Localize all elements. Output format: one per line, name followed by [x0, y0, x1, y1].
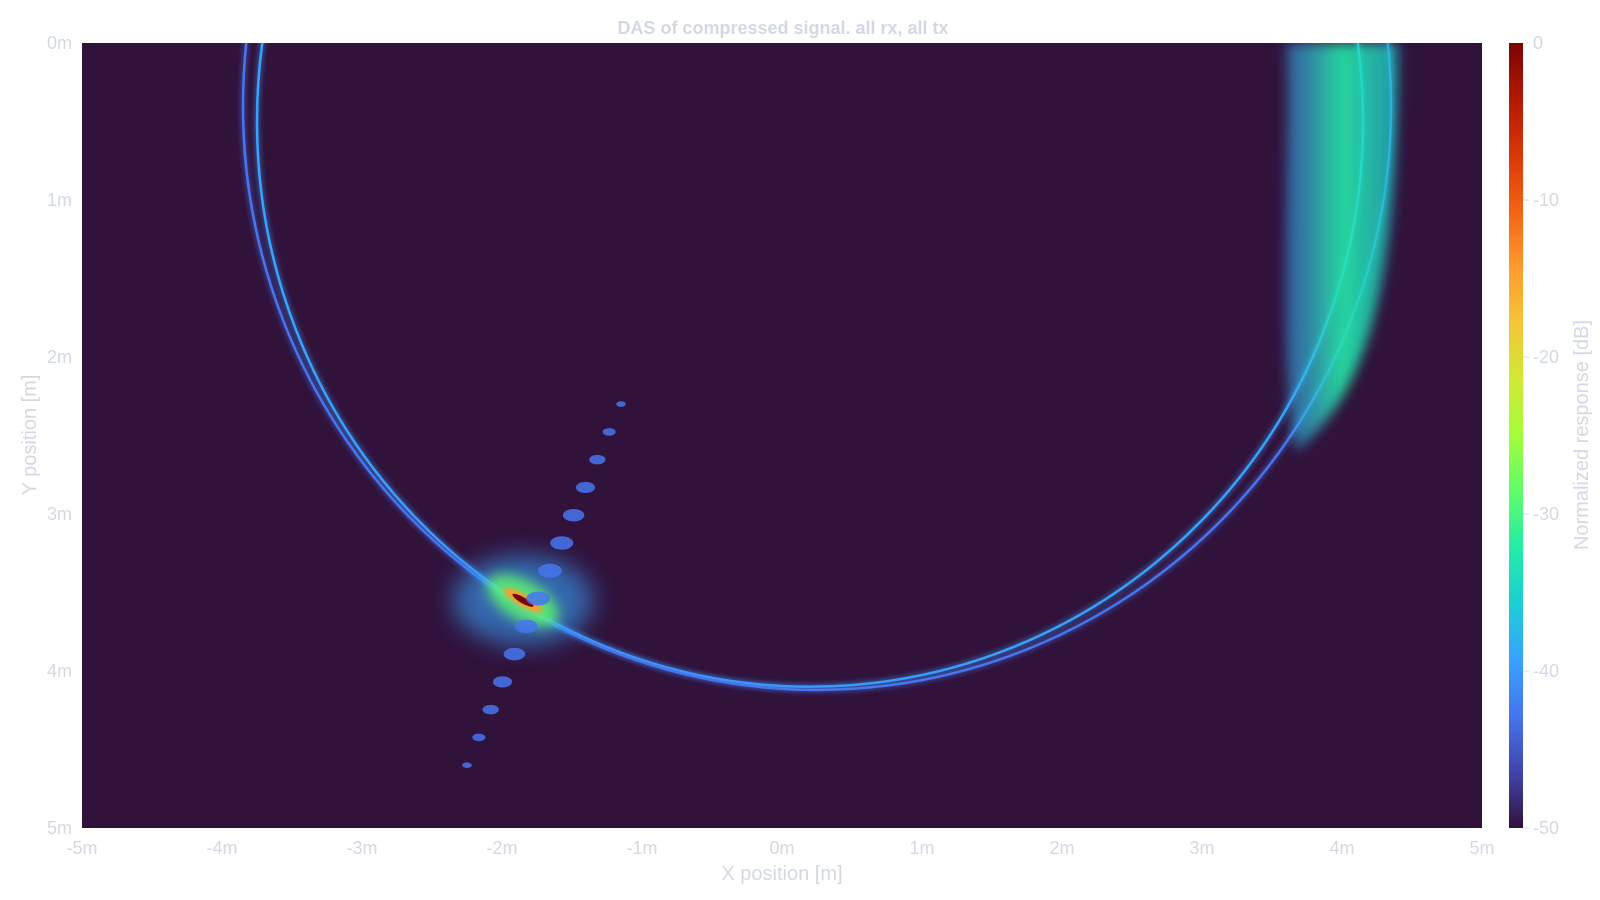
side-lobe	[482, 704, 499, 715]
x-axis-label: X position [m]	[721, 863, 842, 885]
y-axis: 0m 1m 2m 3m 4m 5m	[47, 33, 72, 838]
x-tick-label: -3m	[347, 838, 378, 858]
x-tick-label: 1m	[909, 838, 934, 858]
y-tick-label: 2m	[47, 347, 72, 367]
side-lobe	[503, 647, 526, 661]
x-tick-label: -1m	[627, 838, 658, 858]
side-lobe	[526, 591, 551, 606]
colorbar-tick-label: 0	[1533, 33, 1543, 53]
colorbar-gradient	[1509, 43, 1523, 828]
side-lobe	[550, 536, 574, 550]
side-lobe	[589, 454, 606, 465]
side-lobe	[462, 762, 472, 768]
x-tick-label: -5m	[67, 838, 98, 858]
y-tick-label: 1m	[47, 190, 72, 210]
y-tick-label: 5m	[47, 818, 72, 838]
x-tick-label: -4m	[207, 838, 238, 858]
side-lobe	[514, 619, 538, 634]
x-tick-label: 3m	[1189, 838, 1214, 858]
x-tick-label: 2m	[1049, 838, 1074, 858]
colorbar-tick-label: -20	[1533, 347, 1559, 367]
side-lobe	[562, 508, 585, 522]
y-tick-label: 3m	[47, 504, 72, 524]
side-lobe	[602, 428, 616, 436]
y-axis-label: Y position [m]	[19, 375, 41, 496]
colorbar: 0 -10 -20 -30 -40 -50 Normalized response [dB…	[1509, 33, 1593, 838]
wide-band	[1285, 43, 1398, 452]
chart-title: DAS of compressed signal. all rx, all tx	[617, 18, 948, 38]
x-tick-label: 0m	[769, 838, 794, 858]
side-lobe	[472, 733, 486, 742]
y-tick-label: 0m	[47, 33, 72, 53]
side-lobe	[616, 401, 626, 407]
y-tick-label: 4m	[47, 661, 72, 681]
x-tick-label: -2m	[487, 838, 518, 858]
x-tick-label: 5m	[1469, 838, 1494, 858]
focal-spot	[512, 593, 534, 607]
colorbar-label: Normalized response [dB]	[1571, 320, 1593, 550]
colorbar-tick-label: -10	[1533, 190, 1559, 210]
colorbar-tick-label: -50	[1533, 818, 1559, 838]
side-lobe	[537, 563, 562, 578]
colorbar-tick-label: -40	[1533, 661, 1559, 681]
heatmap-background	[82, 43, 1482, 828]
x-tick-label: 4m	[1329, 838, 1354, 858]
colorbar-tick-label: -30	[1533, 504, 1559, 524]
side-lobe	[575, 481, 596, 494]
plot-area	[82, 43, 1482, 828]
side-lobe	[492, 676, 513, 688]
x-axis: -5m -4m -3m -2m -1m 0m 1m 2m 3m 4m 5m	[67, 838, 1495, 858]
